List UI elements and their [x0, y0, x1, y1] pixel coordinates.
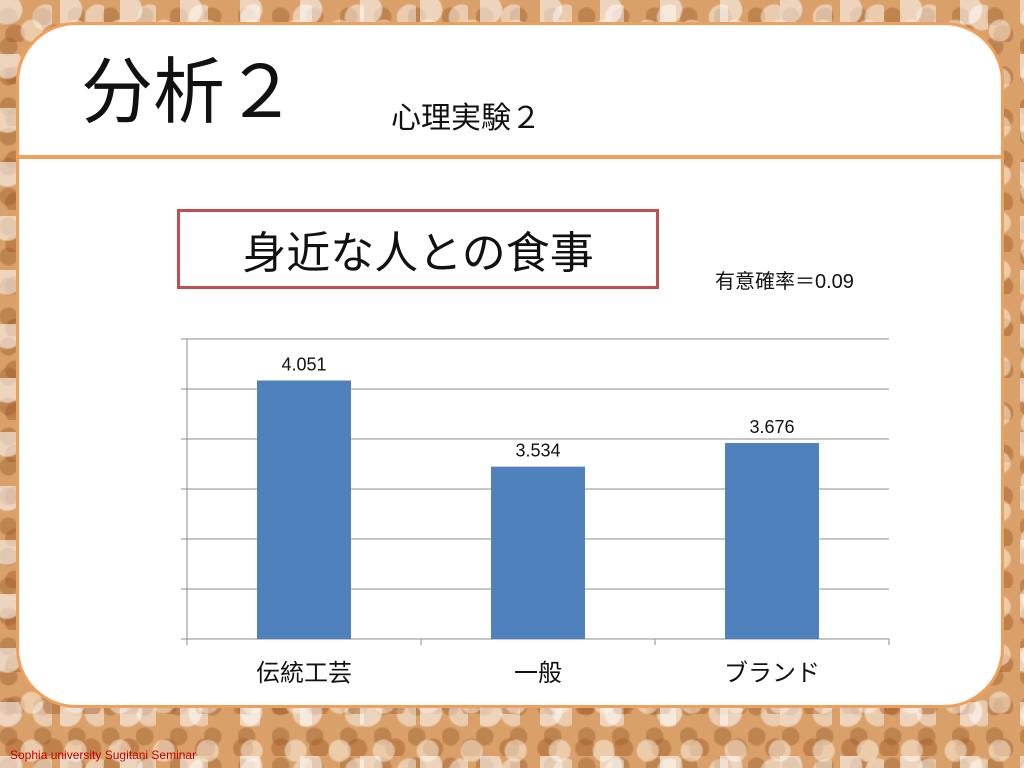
data-label: 4.051: [281, 355, 326, 375]
page-title: 分析２: [81, 50, 298, 134]
footer-credit: Sophia university Sugitani Seminar: [10, 748, 197, 762]
bar: [491, 466, 585, 639]
page-subtitle: 心理実験２: [391, 101, 541, 136]
bar-chart: 4.051 伝統工芸 3.534 一般 3.676 ブランド: [181, 338, 890, 687]
x-tick-label: ブランド: [724, 659, 820, 687]
significance-label: 有意確率＝0.09: [715, 271, 854, 293]
title-bar: 分析２ 心理実験２: [19, 25, 1001, 159]
data-label: 3.676: [749, 417, 794, 437]
x-tick-label: 伝統工芸: [256, 659, 352, 687]
slide-panel: 分析２ 心理実験２ 身近な人との食事 有意確率＝0.09 4.051 伝統工芸 3.…: [16, 22, 1004, 708]
data-label: 3.534: [515, 441, 560, 461]
x-tick-label: 一般: [514, 659, 562, 687]
chart-title: 身近な人との食事: [177, 209, 659, 289]
bar: [257, 380, 351, 639]
bar: [725, 443, 819, 639]
